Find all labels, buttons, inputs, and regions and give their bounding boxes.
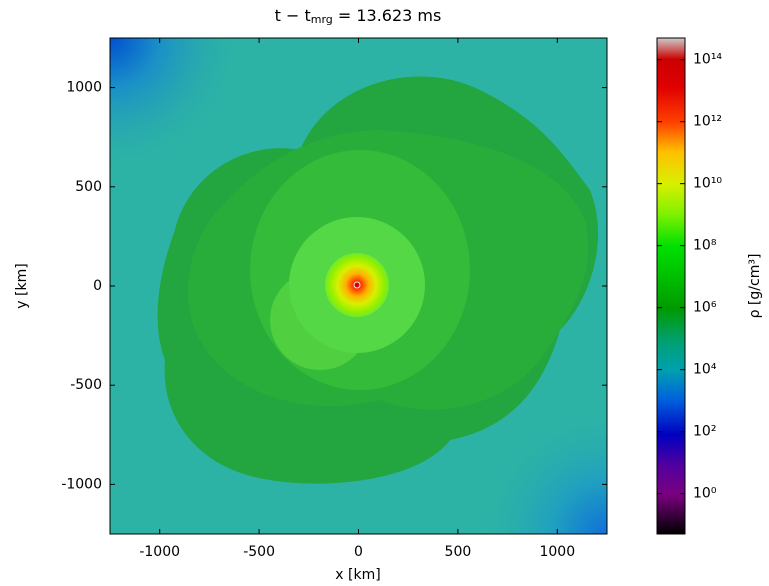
- colorbar-tick-label: 10⁸: [693, 238, 717, 254]
- title-subscript: mrg: [311, 13, 333, 26]
- title-part: = 13.623 ms: [333, 6, 442, 25]
- x-tick-label: -1000: [139, 544, 180, 560]
- colorbar-tick-label: 10⁶: [693, 300, 717, 316]
- colorbar-tick-label: 10¹²: [693, 114, 722, 130]
- y-tick-label: -1000: [61, 476, 102, 492]
- density-map: [110, 38, 607, 534]
- x-tick-label: -500: [243, 544, 275, 560]
- colorbar-tick-label: 10⁴: [693, 362, 717, 378]
- x-tick-label: 0: [354, 544, 363, 560]
- x-tick-label: 1000: [539, 544, 575, 560]
- chart-title: t − tmrg = 13.623 ms: [275, 6, 442, 27]
- y-tick-label: 500: [75, 179, 102, 195]
- title-part: t − t: [275, 6, 311, 25]
- colorbar-tick-label: 10²: [693, 424, 716, 440]
- x-axis-label: x [km]: [335, 567, 380, 583]
- y-tick-label: -500: [70, 377, 102, 393]
- y-tick-label: 1000: [66, 80, 102, 96]
- x-tick-label: 500: [445, 544, 472, 560]
- colorbar: [656, 37, 686, 535]
- y-tick-label: 0: [93, 278, 102, 294]
- colorbar-tick-label: 10¹⁴: [693, 52, 722, 68]
- y-axis-label: y [km]: [14, 263, 30, 308]
- colorbar-tick-label: 10¹⁰: [693, 176, 722, 192]
- colorbar-tick-label: 10⁰: [693, 486, 717, 502]
- colorbar-label: ρ [g/cm³]: [747, 254, 763, 319]
